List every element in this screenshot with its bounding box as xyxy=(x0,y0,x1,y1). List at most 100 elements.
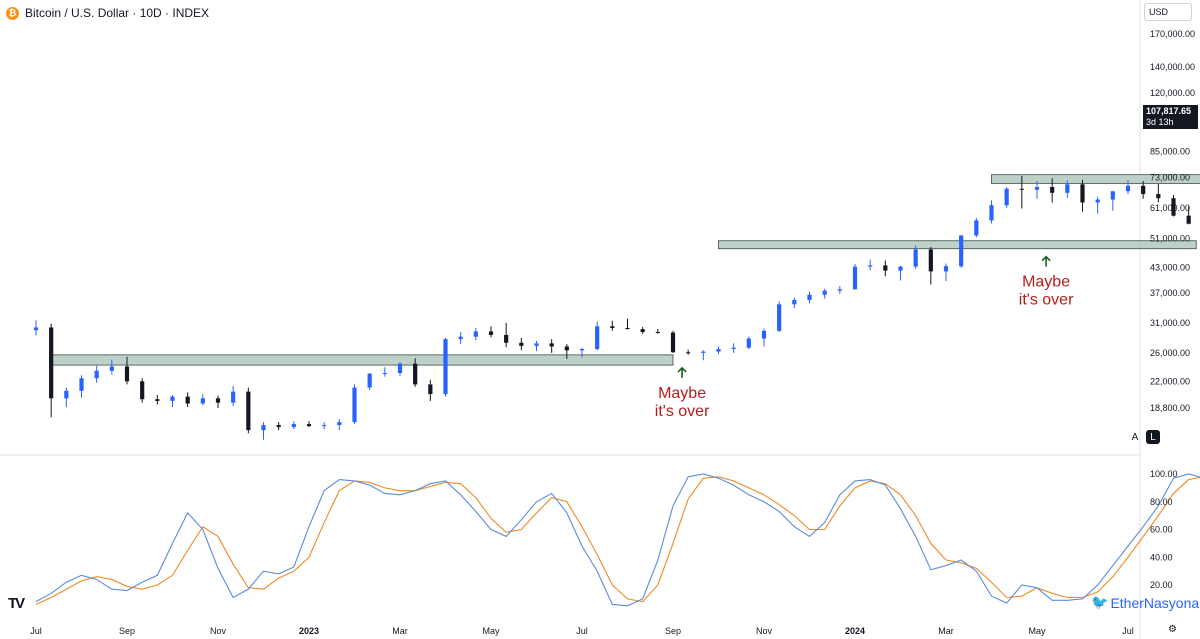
candle-body xyxy=(928,249,933,272)
candle-body xyxy=(959,235,964,267)
candle-body xyxy=(33,327,39,331)
annotation-text-line2: it's over xyxy=(1019,292,1074,309)
oscillator-tick-label: 20.00 xyxy=(1150,580,1173,590)
time-tick-label: May xyxy=(1028,626,1046,636)
candle-body xyxy=(989,205,994,221)
time-tick-label: 2023 xyxy=(299,626,319,636)
candle-body xyxy=(640,329,645,333)
support-zone xyxy=(991,174,1200,184)
oscillator-tick-label: 60.00 xyxy=(1150,525,1173,535)
candle-body xyxy=(231,391,236,403)
time-tick-label: Mar xyxy=(938,626,954,636)
price-tick-label: 73,000.00 xyxy=(1150,172,1190,182)
price-tick-label: 51,000.00 xyxy=(1150,233,1190,243)
candle-body xyxy=(1156,194,1161,199)
stoch-k-line xyxy=(35,473,1200,607)
annotation-text-line2: it's over xyxy=(655,403,710,420)
candle-body xyxy=(1125,185,1131,192)
candle-body xyxy=(534,343,539,346)
candle-body xyxy=(807,294,812,300)
price-tick-label: 85,000.00 xyxy=(1150,147,1190,157)
candle-body xyxy=(200,398,205,404)
candle-body xyxy=(943,266,949,272)
candle-body xyxy=(549,343,554,347)
currency-button[interactable]: USD xyxy=(1144,3,1192,21)
candle-body xyxy=(852,266,858,290)
candle-body xyxy=(1186,215,1191,224)
auto-scale-button[interactable]: A xyxy=(1131,431,1139,443)
time-tick-label: Sep xyxy=(119,626,135,636)
time-tick-label: 2024 xyxy=(845,626,865,636)
price-tick-label: 120,000.00 xyxy=(1150,88,1195,98)
candle-body xyxy=(792,299,797,305)
candle-body xyxy=(306,424,312,427)
last-price: 107,817.65 xyxy=(1146,106,1192,116)
candle-body xyxy=(64,390,69,399)
candle-body xyxy=(670,332,676,353)
candle-body xyxy=(94,370,99,379)
time-tick-label: Jul xyxy=(1122,626,1134,636)
candle-body xyxy=(1004,188,1009,206)
candle-body xyxy=(170,396,175,401)
candle-body xyxy=(1019,188,1024,190)
zones-layer: Demand zone xyxy=(49,174,1200,366)
oscillator-tick-label: 40.00 xyxy=(1150,552,1173,562)
tradingview-logo-text: TV xyxy=(8,595,25,612)
time-tick-label: Jul xyxy=(576,626,588,636)
candle-body xyxy=(761,330,767,339)
candle-body xyxy=(913,249,918,267)
price-tick-label: 26,000.00 xyxy=(1150,348,1190,358)
last-price-tag: 107,817.65 3d 13h xyxy=(1143,105,1198,129)
candle-body xyxy=(382,372,387,374)
candle-body xyxy=(140,381,145,400)
candle-body xyxy=(428,384,433,395)
oscillator-tick-label: 100.00 xyxy=(1150,469,1178,479)
candle-body xyxy=(519,342,524,346)
candle-body xyxy=(397,363,403,373)
watermark-text: EtherNasyonaL xyxy=(1110,594,1200,611)
candle-body xyxy=(1095,199,1100,203)
candle-body xyxy=(458,336,463,340)
candle-body xyxy=(1110,191,1115,200)
candle-body xyxy=(367,373,372,388)
support-zone xyxy=(718,240,1197,250)
candle-body xyxy=(1050,187,1055,193)
price-tick-label: 170,000.00 xyxy=(1150,29,1195,39)
grid-layer xyxy=(0,0,1141,639)
candle-body xyxy=(1171,198,1176,216)
candle-body xyxy=(686,352,691,354)
candle-body xyxy=(504,334,509,343)
candle-body xyxy=(1034,187,1040,190)
bitcoin-icon: ₿ xyxy=(6,6,19,20)
oscillator-tick-label: 80.00 xyxy=(1150,497,1173,507)
bird-icon: 🐦 xyxy=(1091,594,1109,610)
currency-label: USD xyxy=(1149,7,1169,17)
candle-body xyxy=(109,366,114,371)
candle-body xyxy=(155,399,160,401)
candle-body xyxy=(595,326,600,350)
annotation-text-line1: Maybe xyxy=(658,385,706,402)
candles-layer xyxy=(33,175,1191,440)
candle-body xyxy=(731,347,736,350)
tradingview-logo[interactable]: TV xyxy=(8,595,25,612)
candle-body xyxy=(837,289,842,291)
candle-body xyxy=(246,391,251,431)
symbol-header[interactable]: ₿ Bitcoin / U.S. Dollar · 10D · INDEX xyxy=(6,4,209,22)
time-axis[interactable]: Jul Sep Nov 2023 Mar May Jul Sep Nov 2024 Mar May Ju… xyxy=(30,626,1200,636)
candle-body xyxy=(898,266,903,271)
log-scale-button[interactable]: L xyxy=(1146,430,1160,444)
candle-body xyxy=(215,398,221,403)
candle-body xyxy=(443,339,448,395)
candle-body xyxy=(777,304,782,331)
candle-body xyxy=(716,349,721,352)
settings-gear-icon[interactable]: ⚙ xyxy=(1168,624,1177,635)
annotation-text-line1: Maybe xyxy=(1022,274,1070,291)
candle-body xyxy=(291,424,296,428)
candle-body xyxy=(337,422,342,426)
price-tick-label: 37,000.00 xyxy=(1150,288,1190,298)
candle-body xyxy=(352,387,357,423)
candle-body xyxy=(610,326,615,329)
candle-body xyxy=(746,338,751,348)
